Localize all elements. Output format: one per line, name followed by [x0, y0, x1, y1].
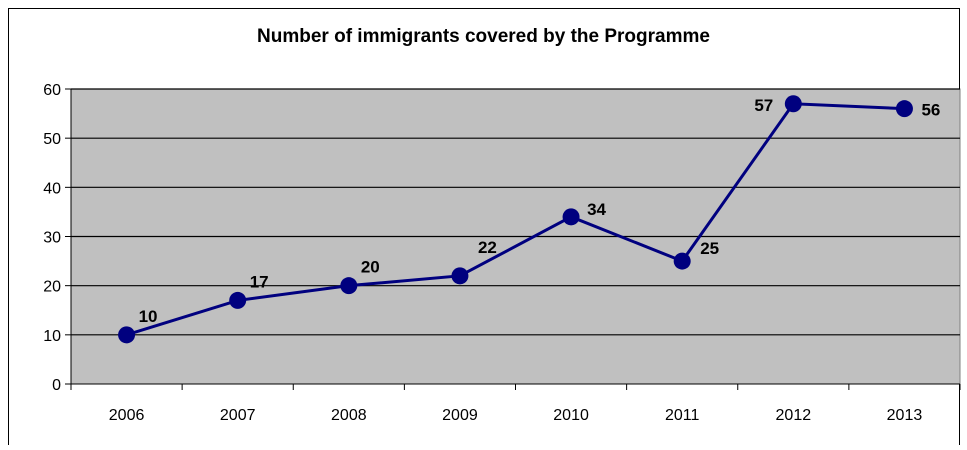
y-tick-label: 40 [43, 180, 61, 197]
y-tick-label: 30 [43, 230, 61, 247]
data-point [451, 267, 469, 285]
data-point [118, 326, 136, 344]
data-label: 22 [478, 238, 497, 257]
data-label: 57 [754, 96, 773, 115]
data-label: 56 [921, 101, 940, 120]
x-tick-label: 2009 [442, 407, 478, 424]
data-point [784, 95, 802, 113]
data-label: 10 [139, 307, 158, 326]
data-label: 17 [250, 272, 269, 291]
series-layer [118, 95, 913, 344]
x-tick-label: 2012 [776, 407, 812, 424]
data-label: 34 [587, 200, 606, 219]
data-point [229, 291, 247, 309]
data-point [340, 277, 358, 295]
series-line [126, 102, 905, 337]
data-point [562, 208, 580, 226]
data-label: 25 [700, 239, 719, 258]
y-tick-label: 20 [43, 279, 61, 296]
data-point [895, 100, 913, 118]
x-tick-label: 2007 [220, 407, 256, 424]
x-tick-label: 2006 [109, 407, 145, 424]
x-tick-label: 2011 [665, 407, 700, 424]
y-tick-label: 0 [52, 377, 61, 394]
chart-title: Number of immigrants covered by the Prog… [257, 26, 710, 47]
data-point [673, 252, 691, 270]
label-layer: 10 17 20 22 34 25 57 56 [139, 96, 941, 326]
y-tick-label: 60 [43, 82, 61, 99]
data-label: 20 [361, 258, 380, 277]
x-tick-label: 2013 [887, 407, 923, 424]
y-tick-label: 10 [43, 328, 61, 345]
grid-layer [71, 88, 960, 336]
y-tick-label: 50 [43, 131, 61, 148]
x-tick-label: 2010 [553, 407, 589, 424]
x-tick-label: 2008 [331, 407, 367, 424]
